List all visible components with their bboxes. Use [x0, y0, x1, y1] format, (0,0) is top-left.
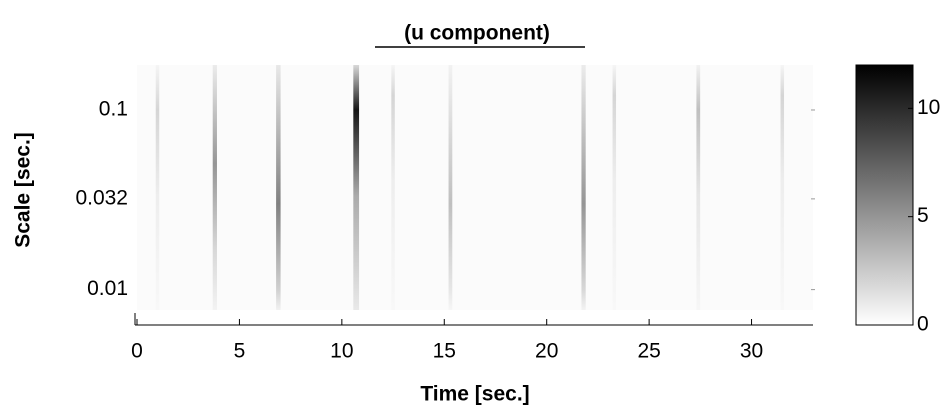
x-tick-label: 30 [740, 340, 763, 363]
x-tick-label: 20 [535, 340, 558, 363]
streak [353, 65, 360, 310]
streak [212, 65, 217, 310]
x-tick-label: 0 [131, 340, 143, 363]
streak [448, 65, 453, 310]
x-tick-label: 5 [234, 340, 246, 363]
x-tick-label: 15 [433, 340, 456, 363]
streak [391, 65, 395, 310]
x-tick-label: 10 [330, 340, 353, 363]
chart-title: (u component) [404, 22, 550, 45]
colorbar-tick-label: 5 [917, 204, 929, 227]
y-tick-label: 0.1 [99, 98, 128, 121]
y-tick-label: 0.032 [75, 186, 128, 209]
streak [581, 65, 586, 310]
streak [276, 65, 281, 310]
x-tick-label: 25 [637, 340, 660, 363]
y-axis-label: Scale [sec.] [12, 132, 35, 248]
colorbar-tick-label: 10 [917, 96, 940, 119]
plot-area [137, 65, 813, 310]
streak [696, 65, 701, 310]
x-axis-label: Time [sec.] [420, 383, 529, 406]
y-tick-label: 0.01 [87, 277, 128, 300]
colorbar [855, 64, 914, 326]
streak [155, 65, 160, 310]
streak [612, 65, 617, 310]
colorbar-tick-label: 0 [917, 313, 929, 336]
streak [780, 65, 785, 310]
